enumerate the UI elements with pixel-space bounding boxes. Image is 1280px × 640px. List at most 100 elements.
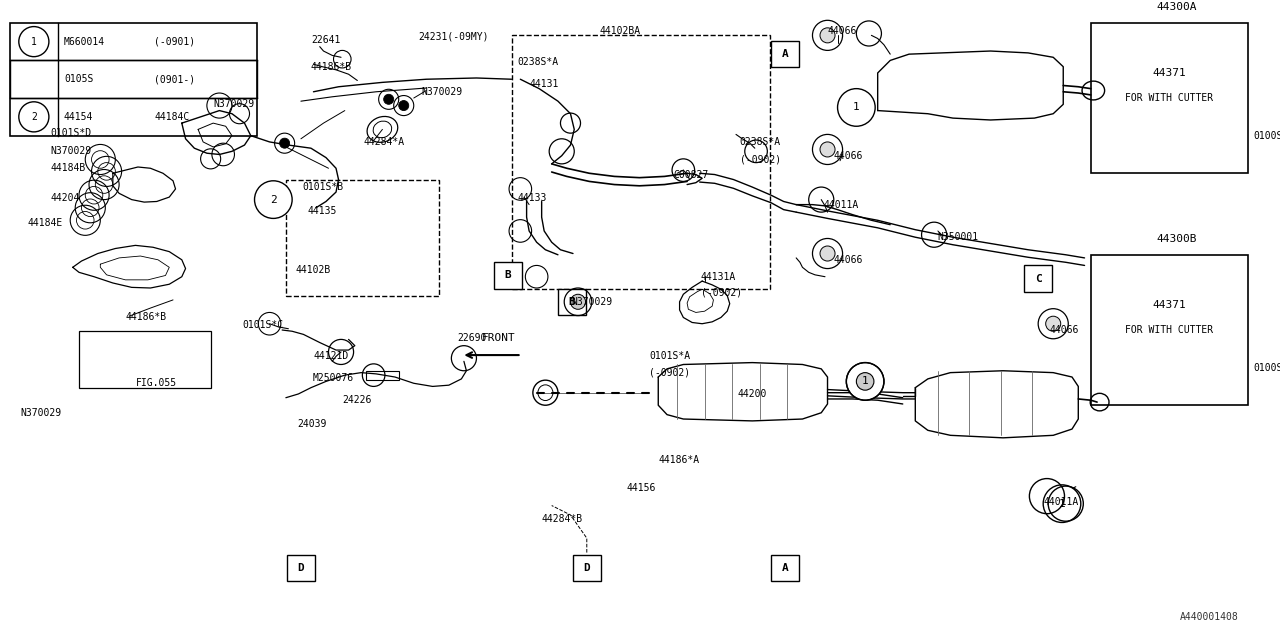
Bar [1091, 255, 1248, 405]
Bar [512, 35, 769, 289]
Text: C: C [1034, 273, 1042, 284]
Circle shape [19, 102, 49, 132]
Bar [1091, 23, 1248, 173]
Text: 22690: 22690 [458, 333, 486, 342]
Text: 1: 1 [1059, 499, 1065, 509]
Text: 44102B: 44102B [296, 266, 332, 275]
Text: N350001: N350001 [938, 232, 979, 242]
Text: 44184B: 44184B [50, 163, 86, 173]
Text: 44066: 44066 [1050, 325, 1079, 335]
Text: N370029: N370029 [572, 297, 613, 307]
Bar [573, 555, 600, 581]
Text: 44300A: 44300A [1157, 2, 1197, 12]
Text: 0238S*A: 0238S*A [518, 58, 559, 67]
Text: 24226: 24226 [342, 396, 371, 405]
Bar [287, 555, 315, 581]
Text: 44066: 44066 [833, 255, 863, 265]
Circle shape [255, 180, 292, 218]
Text: 44300B: 44300B [1157, 234, 1197, 244]
Bar [494, 262, 521, 289]
Bar [558, 289, 585, 315]
Circle shape [571, 294, 585, 309]
Text: B: B [504, 271, 511, 280]
Text: N370029: N370029 [50, 147, 91, 156]
Circle shape [384, 94, 394, 104]
Bar [771, 41, 799, 67]
Text: 44284*A: 44284*A [364, 137, 404, 147]
Circle shape [846, 363, 884, 400]
Text: N370029: N370029 [214, 99, 255, 109]
Text: 0101S*C: 0101S*C [242, 320, 283, 330]
Text: 44102BA: 44102BA [599, 26, 640, 36]
Bar [285, 180, 439, 296]
Text: 44131: 44131 [529, 79, 558, 89]
Text: D: D [584, 563, 590, 573]
Text: 24039: 24039 [297, 419, 326, 429]
Text: 44186*A: 44186*A [658, 456, 699, 465]
Bar [771, 555, 799, 581]
Text: 0101S*A: 0101S*A [649, 351, 691, 362]
Text: 44121D: 44121D [314, 351, 348, 362]
Text: (-0901): (-0901) [154, 36, 196, 47]
Text: 44011A: 44011A [1043, 497, 1079, 508]
Text: 22641: 22641 [311, 35, 340, 45]
Text: 44284*B: 44284*B [541, 515, 582, 524]
Text: 44011A: 44011A [824, 200, 859, 210]
Text: FIG.055: FIG.055 [136, 378, 177, 388]
Bar [1024, 266, 1052, 292]
Text: (-0902): (-0902) [740, 154, 781, 164]
Text: 2: 2 [270, 195, 276, 205]
Text: 44131A: 44131A [701, 272, 736, 282]
Text: N370029: N370029 [421, 87, 462, 97]
Text: A: A [782, 563, 788, 573]
Text: N370029: N370029 [20, 408, 61, 418]
Circle shape [856, 372, 874, 390]
Bar [10, 60, 257, 98]
Text: 44066: 44066 [828, 26, 856, 36]
Text: A: A [782, 49, 788, 59]
Text: 0100S: 0100S [1254, 131, 1280, 141]
Text: 44371: 44371 [1152, 300, 1187, 310]
Text: 44371: 44371 [1152, 68, 1187, 78]
Text: M250076: M250076 [312, 373, 353, 383]
Text: M660014: M660014 [64, 36, 105, 47]
Text: 44200: 44200 [737, 389, 767, 399]
Text: FOR WITH CUTTER: FOR WITH CUTTER [1125, 93, 1213, 103]
Text: 44186*B: 44186*B [311, 61, 352, 72]
Circle shape [820, 246, 835, 261]
Text: 0101S*B: 0101S*B [302, 182, 343, 192]
Circle shape [279, 138, 289, 148]
Bar [10, 23, 257, 136]
Text: 0105S: 0105S [64, 74, 93, 84]
Text: 0238S*A: 0238S*A [740, 137, 781, 147]
Circle shape [19, 27, 49, 57]
Text: A440001408: A440001408 [1180, 611, 1239, 621]
Text: 44186*B: 44186*B [125, 312, 166, 323]
Text: C00827: C00827 [673, 170, 709, 180]
Text: 44156: 44156 [627, 483, 657, 493]
Text: (0901-): (0901-) [154, 74, 196, 84]
Circle shape [820, 142, 835, 157]
Text: 44135: 44135 [307, 206, 337, 216]
Circle shape [398, 100, 408, 111]
Text: 1: 1 [852, 102, 860, 113]
Text: 44154: 44154 [64, 112, 93, 122]
Text: 24231(-09MY): 24231(-09MY) [419, 31, 489, 42]
Text: 2: 2 [31, 112, 37, 122]
Text: 44066: 44066 [833, 150, 863, 161]
Text: FOR WITH CUTTER: FOR WITH CUTTER [1125, 325, 1213, 335]
Text: 0100S: 0100S [1254, 363, 1280, 372]
Text: 0101S*D: 0101S*D [50, 127, 91, 138]
Text: 1: 1 [31, 36, 37, 47]
Circle shape [837, 88, 876, 126]
Text: D: D [297, 563, 305, 573]
Bar [366, 371, 398, 380]
Text: 44184C: 44184C [154, 112, 189, 122]
Text: 44133: 44133 [518, 193, 548, 204]
Text: (-0902): (-0902) [649, 367, 691, 378]
Text: B: B [568, 297, 575, 307]
Text: 44184E: 44184E [28, 218, 63, 228]
Bar [79, 332, 211, 388]
Text: (-0902): (-0902) [701, 287, 742, 298]
Circle shape [1046, 316, 1061, 332]
